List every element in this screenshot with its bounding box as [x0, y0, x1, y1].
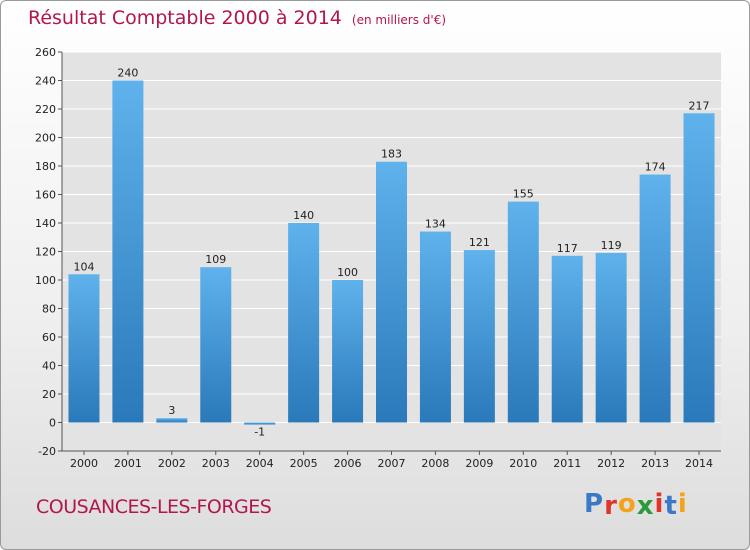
bar-2000 [68, 274, 100, 423]
y-tick-label: 80 [42, 303, 56, 316]
bar-2004 [244, 422, 276, 425]
x-tick-label: 2001 [114, 457, 142, 470]
y-tick-label: 180 [35, 160, 56, 173]
x-tick-label: 2010 [509, 457, 537, 470]
logo-letter: o [617, 489, 637, 519]
logo-letter: r [604, 491, 618, 521]
chart-title-text: Résultat Comptable 2000 à 2014 [28, 7, 342, 29]
x-tick-label: 2004 [246, 457, 274, 470]
x-tick-label: 2011 [553, 457, 581, 470]
x-tick-label: 2000 [70, 457, 98, 470]
y-tick-label: 0 [49, 417, 56, 430]
data-label-2004: -1 [254, 426, 265, 439]
bar-2001 [112, 80, 144, 423]
x-tick-label: 2002 [158, 457, 186, 470]
x-tick-label: 2009 [465, 457, 493, 470]
bar-2009 [463, 250, 495, 423]
y-tick-label: 60 [42, 331, 56, 344]
data-label-2005: 140 [293, 209, 314, 222]
x-tick-label: 2013 [641, 457, 669, 470]
proxiti-logo: Proxiti [584, 489, 688, 521]
y-tick-label: 160 [35, 189, 56, 202]
x-tick-label: 2012 [597, 457, 625, 470]
bar-2003 [200, 267, 232, 423]
bar-2002 [156, 418, 188, 423]
logo-letter: x [636, 491, 655, 521]
y-tick-label: -20 [38, 445, 56, 458]
bar-2006 [332, 280, 364, 423]
chart-unit-note: (en milliers d'€) [351, 13, 447, 27]
x-tick-label: 2008 [421, 457, 449, 470]
data-label-2002: 3 [168, 404, 175, 417]
y-tick-label: 220 [35, 103, 56, 116]
bar-2010 [507, 201, 539, 423]
x-tick-label: 2003 [202, 457, 230, 470]
logo-letter: t [664, 491, 678, 521]
commune-name: COUSANCES-LES-FORGES [36, 496, 272, 518]
data-label-2000: 104 [73, 260, 94, 273]
y-tick-label: 260 [35, 46, 56, 59]
x-tick-label: 2005 [290, 457, 318, 470]
data-label-2008: 134 [425, 218, 446, 231]
data-label-2001: 240 [117, 67, 138, 80]
x-tick-label: 2014 [685, 457, 713, 470]
bar-2014 [683, 113, 715, 423]
data-label-2014: 217 [689, 99, 710, 112]
bar-2007 [376, 161, 407, 423]
bar-2005 [288, 223, 320, 423]
y-tick-label: 40 [42, 360, 56, 373]
y-tick-label: 20 [42, 388, 56, 401]
bar-2011 [551, 255, 583, 423]
data-label-2011: 117 [557, 242, 578, 255]
bar-2008 [419, 231, 451, 423]
data-label-2007: 183 [381, 148, 402, 161]
bar-2012 [595, 252, 627, 423]
logo-letter: i [654, 489, 665, 519]
data-label-2009: 121 [469, 236, 490, 249]
y-tick-label: 100 [35, 274, 56, 287]
bar-2013 [639, 174, 671, 423]
y-tick-label: 120 [35, 246, 56, 259]
y-tick-label: 200 [35, 132, 56, 145]
y-tick-label: 240 [35, 75, 56, 88]
y-tick-label: 140 [35, 217, 56, 230]
x-tick-label: 2007 [378, 457, 406, 470]
logo-letter: P [584, 489, 605, 519]
data-label-2006: 100 [337, 266, 358, 279]
logo-letter: i [677, 489, 688, 519]
data-label-2010: 155 [513, 188, 534, 201]
x-tick-label: 2006 [334, 457, 362, 470]
data-label-2013: 174 [645, 161, 666, 174]
data-label-2012: 119 [601, 239, 622, 252]
data-label-2003: 109 [205, 253, 226, 266]
chart-title: Résultat Comptable 2000 à 2014 (en millie… [28, 7, 446, 29]
